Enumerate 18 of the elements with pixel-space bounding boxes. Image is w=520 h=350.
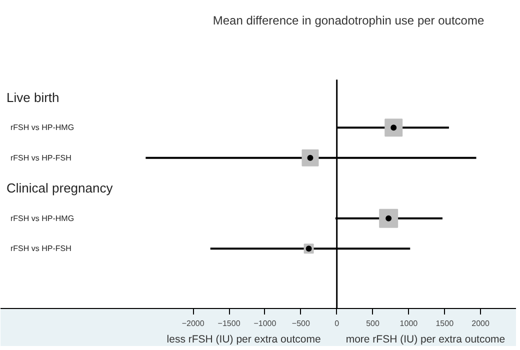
x-tick-label: 500 — [366, 318, 380, 328]
text: less rFSH (IU) per extra outcome — [166, 334, 321, 346]
x-tick-label: −2000 — [182, 318, 205, 328]
y-tick-label: rFSH vs HP-FSH — [10, 244, 72, 254]
x-tick-label: 0 — [334, 318, 340, 328]
chart-title: Mean difference in gonadotrophin use per outcome — [212, 13, 484, 28]
x-tick-label: −1000 — [254, 318, 277, 328]
x-tick-label: 1500 — [436, 318, 454, 328]
x-tick-label: −500 — [292, 318, 310, 328]
text: more rFSH (IU) per extra outcome — [346, 334, 506, 346]
x-tick-label: 2000 — [472, 318, 490, 328]
y-tick-label: rFSH vs HP-HMG — [10, 214, 74, 223]
y-tick-label: rFSH vs HP-FSH — [10, 153, 72, 162]
y-tick-label: Clinical pregnancy — [6, 180, 114, 196]
x-tick-label: 1000 — [400, 318, 418, 328]
y-tick-label: Live birth — [6, 90, 60, 105]
y-tick-label: rFSH vs HP-HMG — [10, 123, 74, 132]
x-tick-label: −1500 — [218, 318, 241, 328]
